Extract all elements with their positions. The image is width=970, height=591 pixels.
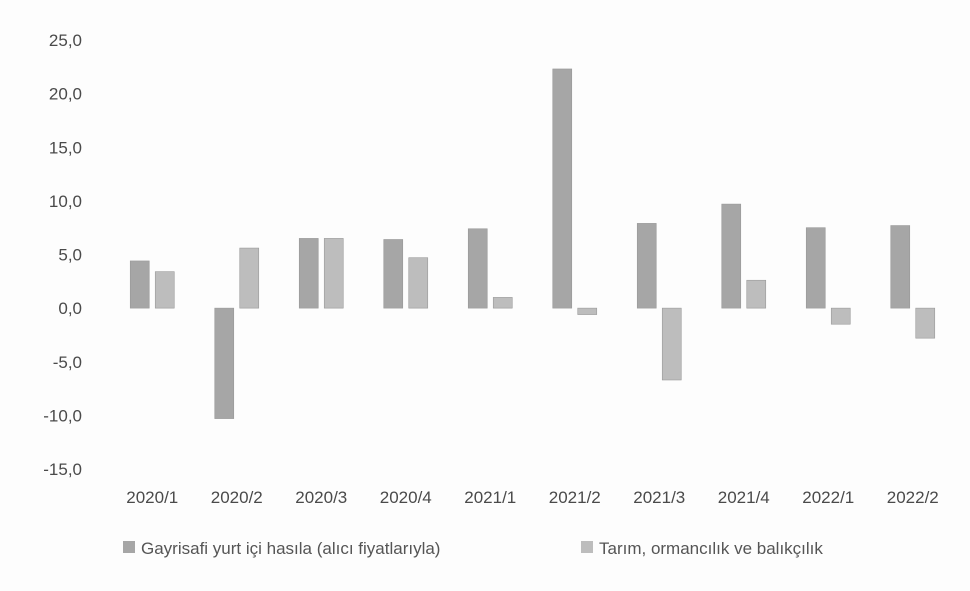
bar-gdp [129,260,150,309]
y-tick-label: -15,0 [43,460,82,479]
x-tick-label: 2021/3 [633,488,685,507]
legend: Gayrisafi yurt içi hasıla (alıcı fiyatla… [123,539,823,558]
y-tick-label: -5,0 [53,353,82,372]
bar-agriculture [154,271,175,309]
x-tick-label: 2020/4 [380,488,432,507]
x-tick-label: 2020/3 [295,488,347,507]
x-tick-label: 2021/2 [549,488,601,507]
y-axis-ticks: 25,0 20,0 15,0 10,0 5,0 0,0 -5,0 -10,0 -15,0 [43,31,82,479]
bar-gdp [467,228,488,309]
x-tick-label: 2022/2 [887,488,939,507]
bar-gdp [383,239,404,309]
bar-agriculture [323,238,344,309]
legend-label-agriculture: Tarım, ormancılık ve balıkçılık [599,539,823,558]
x-tick-label: 2021/4 [718,488,770,507]
x-axis-ticks: 2020/1 2020/2 2020/3 2020/4 2021/1 2021/2 2021… [126,488,939,507]
y-tick-label: 5,0 [58,246,82,265]
bar-agriculture [239,247,260,309]
bar-agriculture [661,307,682,381]
y-tick-label: 15,0 [49,138,82,157]
legend-label-gdp: Gayrisafi yurt içi hasıla (alıcı fiyatla… [141,539,440,558]
y-tick-label: -10,0 [43,406,82,425]
x-tick-label: 2021/1 [464,488,516,507]
bars-group [129,68,936,419]
bar-gdp [805,227,826,309]
legend-swatch-gdp [123,541,135,553]
bar-agriculture [915,307,936,339]
y-tick-label: 0,0 [58,299,82,318]
bar-gdp [552,68,573,309]
bar-agriculture [492,297,513,309]
bar-gdp [890,225,911,309]
bar-agriculture [746,279,767,309]
x-tick-label: 2020/1 [126,488,178,507]
legend-swatch-agriculture [581,541,593,553]
bar-gdp [721,203,742,309]
x-tick-label: 2020/2 [211,488,263,507]
bar-agriculture [830,307,851,325]
y-tick-label: 25,0 [49,31,82,50]
bar-agriculture [408,257,429,309]
bar-gdp [636,223,657,309]
x-tick-label: 2022/1 [802,488,854,507]
bar-gdp [298,238,319,309]
y-tick-label: 10,0 [49,192,82,211]
bar-gdp [214,307,235,419]
bar-agriculture [577,307,598,315]
y-tick-label: 20,0 [49,85,82,104]
